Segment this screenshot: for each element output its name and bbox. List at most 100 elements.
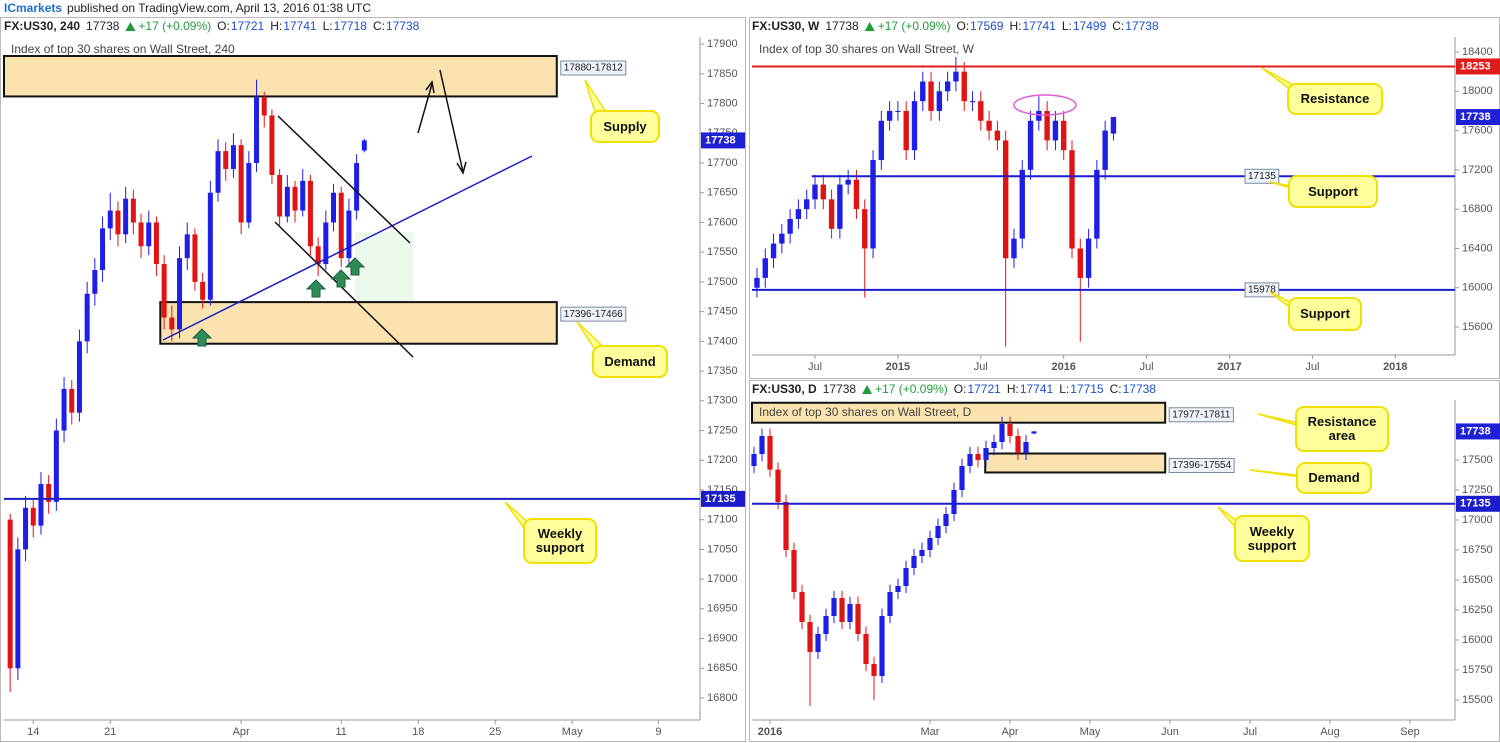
y-tick-label: 17000: [707, 573, 738, 585]
candle-body: [315, 246, 321, 265]
y-tick-label: 18000: [1462, 85, 1493, 97]
candle-body: [1061, 120, 1067, 151]
callout: Weekly support: [523, 518, 597, 564]
change-arrow: [864, 22, 875, 31]
ohlc-value: 17721: [967, 382, 1001, 396]
candle-body: [879, 615, 885, 676]
y-tick-label: 18400: [1462, 46, 1493, 58]
candle-body: [307, 180, 313, 247]
x-tick-label: Mar: [921, 726, 940, 738]
candle-body: [959, 465, 965, 490]
zone: [751, 401, 1167, 424]
candle-body: [323, 222, 329, 265]
candle-body: [828, 199, 835, 229]
candle-body: [870, 160, 876, 249]
candle-body: [863, 633, 869, 664]
symbol: FX:US30, W: [752, 19, 820, 33]
y-tick-label: 16850: [707, 662, 738, 674]
zone-tag-box: [1168, 407, 1234, 423]
y-tick-label: 17550: [707, 246, 738, 258]
y-tick-label: 17400: [707, 335, 738, 347]
trendline: [162, 155, 533, 341]
price-tag-box: [701, 132, 745, 149]
candle-body: [767, 435, 773, 470]
price-tag: 17738: [1460, 425, 1491, 437]
candle-body: [895, 110, 901, 112]
level-tag-box: [1244, 282, 1280, 298]
y-tick-label: 16750: [1462, 544, 1493, 556]
callout: Demand: [592, 345, 668, 378]
zone-tag: 17977-17811: [1172, 409, 1231, 420]
candle-body: [895, 585, 901, 592]
candle-body: [277, 174, 283, 217]
candle-body: [215, 151, 221, 193]
x-tick-label: Jul: [1305, 361, 1319, 373]
chart-title: Index of top 30 shares on Wall Street, W: [759, 42, 975, 56]
candle-body: [762, 258, 768, 278]
y-tick-label: 16000: [1462, 282, 1493, 294]
candle-body: [903, 110, 909, 151]
candle-body: [76, 341, 82, 413]
change-arrow: [862, 385, 873, 394]
y-tick-label: 17200: [707, 454, 738, 466]
ohlc-value: 17741: [1020, 382, 1054, 396]
ohlc-label: O:: [956, 19, 969, 33]
arrow: [439, 69, 464, 173]
ohlc-value: 17741: [1022, 19, 1056, 33]
candle-body: [200, 281, 206, 300]
candle-body: [207, 192, 213, 300]
x-tick-label: May: [562, 726, 583, 738]
candle-body: [1069, 150, 1075, 249]
ohlc-label: L:: [323, 19, 333, 33]
candle-body: [1110, 117, 1117, 134]
candle-body: [269, 115, 275, 175]
zone-tag: 17880-17812: [564, 63, 623, 74]
publish-info: published on TradingView.com, April 13, …: [67, 1, 371, 15]
y-tick-label: 16950: [707, 603, 738, 615]
candle-body: [831, 597, 837, 616]
ohlc-value: 17738: [1123, 382, 1157, 396]
candle-body: [887, 591, 893, 616]
candle-body: [779, 233, 785, 244]
x-tick-label: Apr: [233, 726, 250, 738]
x-tick-label: 2017: [1217, 361, 1241, 373]
candle-body: [978, 101, 984, 121]
candle-body: [100, 228, 106, 271]
y-tick-label: 17050: [707, 543, 738, 555]
candle-body: [261, 97, 267, 116]
x-tick-label: 21: [104, 726, 116, 738]
y-tick-label: 17500: [1462, 454, 1493, 466]
y-tick-label: 17250: [707, 424, 738, 436]
x-tick-label: 2018: [1383, 361, 1407, 373]
candle-body: [953, 71, 959, 82]
candle-body: [107, 210, 113, 229]
y-tick-label: 17200: [1462, 164, 1493, 176]
candle-body: [1007, 423, 1013, 436]
candle-body: [1027, 120, 1034, 170]
candle-body: [1019, 169, 1025, 239]
candle-body: [823, 615, 829, 634]
callout: Resistance area: [1295, 406, 1389, 452]
up-arrow-marker: [330, 269, 352, 288]
ohlc-label: L:: [1059, 382, 1069, 396]
candle-body: [759, 435, 765, 454]
arrow-head: [425, 80, 435, 94]
y-tick-label: 16800: [1462, 203, 1493, 215]
candle-body: [853, 179, 860, 210]
up-arrow-marker: [344, 257, 366, 276]
candle-body: [123, 198, 129, 235]
change: +17 (+0.09%): [875, 382, 948, 396]
x-tick-label: 2016: [1051, 361, 1075, 373]
candle-body: [807, 621, 813, 652]
candle-body: [23, 507, 29, 550]
candle-body: [847, 603, 853, 622]
candle-body: [967, 453, 973, 466]
candle-body: [1002, 140, 1009, 259]
channel-line: [274, 221, 414, 358]
candle-body: [871, 663, 877, 676]
candle-body: [7, 519, 13, 669]
candle-body: [138, 222, 144, 247]
candle-body: [969, 101, 976, 103]
callout: Supply: [590, 110, 660, 143]
candle-body: [812, 184, 818, 200]
